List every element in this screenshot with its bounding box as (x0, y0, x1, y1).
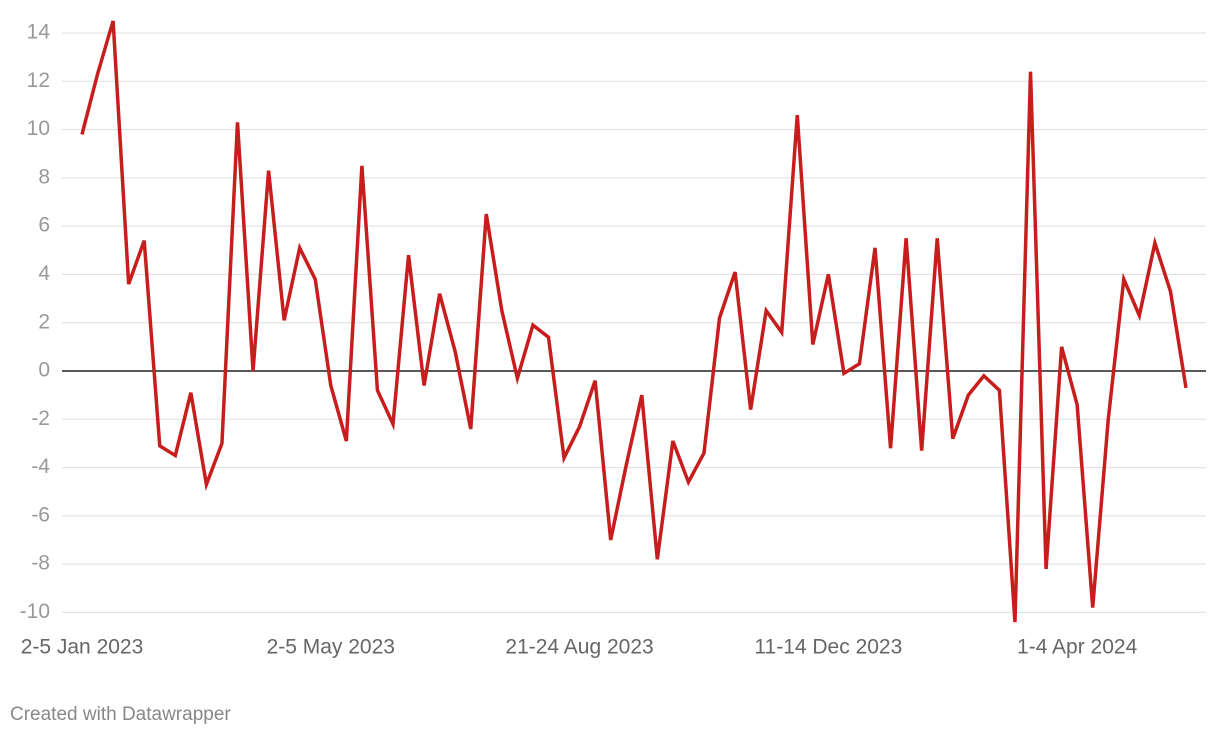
y-tick-label: 14 (27, 21, 51, 44)
y-tick-label: 2 (38, 310, 50, 333)
y-tick-label: -4 (31, 455, 50, 478)
y-tick-label: 0 (38, 359, 50, 382)
x-tick-label: 2-5 May 2023 (267, 636, 395, 659)
y-tick-label: 4 (38, 262, 50, 285)
y-tick-label: -2 (31, 407, 50, 430)
x-tick-label: 2-5 Jan 2023 (21, 636, 144, 659)
y-tick-label: 6 (38, 214, 50, 237)
y-tick-label: -8 (31, 552, 50, 575)
y-tick-label: -10 (20, 600, 50, 623)
y-tick-label: 12 (27, 69, 50, 92)
y-tick-label: -6 (31, 503, 50, 526)
y-tick-label: 8 (38, 165, 50, 188)
x-tick-label: 11-14 Dec 2023 (754, 636, 902, 659)
x-tick-label: 21-24 Aug 2023 (505, 636, 653, 659)
data-line (80, 20, 1188, 623)
footer: Created with Datawrapper (10, 704, 231, 725)
y-tick-label: 10 (27, 117, 50, 140)
x-tick-label: 1-4 Apr 2024 (1017, 636, 1138, 659)
